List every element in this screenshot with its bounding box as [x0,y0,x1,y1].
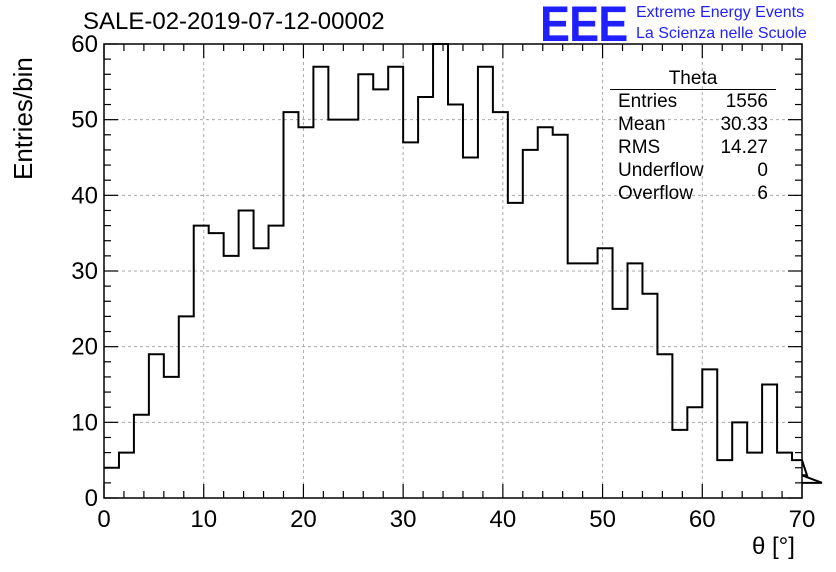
stats-row: Overflow 6 [610,182,776,205]
y-tick-label: 10 [71,409,98,436]
stats-title: Theta [610,68,776,90]
histogram-line [104,43,823,484]
y-tick-label: 40 [71,182,98,209]
x-axis-label: θ [°] [752,533,795,560]
y-tick-label: 60 [71,31,98,58]
stats-value: 6 [757,183,768,204]
x-tick-label: 50 [589,506,616,533]
x-tick-label: 60 [689,506,716,533]
x-tick-label: 10 [190,506,217,533]
stats-value: 1556 [725,91,768,112]
stats-label: Underflow [618,160,704,181]
y-axis-label: Entries/bin [8,57,38,180]
eee-logo-text: Extreme Energy Events La Scienza nelle S… [636,2,807,44]
stats-label: Overflow [618,183,693,204]
x-tick-label: 30 [390,506,417,533]
chart-title: SALE-02-2019-07-12-00002 [83,8,385,35]
logo-line-2: La Scienza nelle Scuole [636,25,807,42]
stats-row: Mean 30.33 [610,113,776,136]
stats-row: RMS 14.27 [610,136,776,159]
stats-box: Theta Entries 1556 Mean 30.33 RMS 14.27 Und… [610,68,776,205]
stats-value: 30.33 [720,114,768,135]
stats-value: 14.27 [720,137,768,158]
y-tick-label: 0 [85,485,98,512]
x-tick-label: 40 [490,506,517,533]
logo-line-1: Extreme Energy Events [636,4,805,21]
stats-value: 0 [757,160,768,181]
stats-label: Entries [618,91,678,112]
y-tick-label: 50 [71,107,98,134]
stats-label: Mean [618,114,666,135]
y-tick-label: 30 [71,258,98,285]
stats-row: Entries 1556 [610,90,776,113]
x-tick-label: 70 [789,506,816,533]
x-tick-label: 20 [290,506,317,533]
eee-logo: EEE [540,0,628,52]
x-tick-label: 0 [97,506,110,533]
stats-row: Underflow 0 [610,159,776,182]
stats-label: RMS [618,137,661,158]
y-tick-label: 20 [71,334,98,361]
